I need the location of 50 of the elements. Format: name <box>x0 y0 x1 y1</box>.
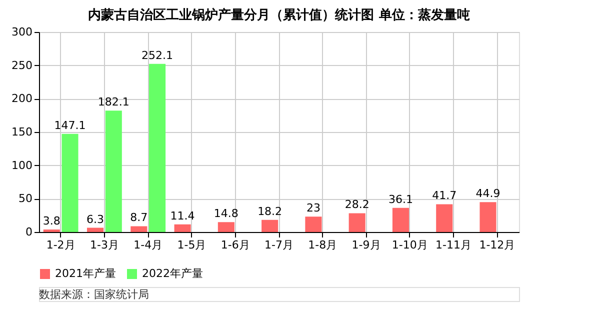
data-label: 11.4 <box>170 209 195 222</box>
y-tick-label: 100 <box>12 158 32 172</box>
bar <box>218 222 234 232</box>
legend-label: 2022年产量 <box>142 267 203 280</box>
data-label: 28.2 <box>344 198 370 212</box>
data-label: 147.1 <box>54 118 86 132</box>
bar <box>149 64 166 232</box>
x-tick-label: 1-5月 <box>177 238 206 252</box>
x-tick-label: 1-9月 <box>352 238 381 252</box>
x-tick-label: 1-12月 <box>479 238 516 252</box>
data-label: 41.7 <box>432 189 457 202</box>
x-tick-label: 1-6月 <box>220 238 250 252</box>
data-label: 182.1 <box>98 96 130 109</box>
data-label: 18.2 <box>258 204 282 218</box>
x-tick-label: 1-8月 <box>308 238 338 252</box>
bar <box>305 216 322 232</box>
data-label: 44.9 <box>476 187 500 200</box>
bar <box>87 228 104 232</box>
data-label: 23 <box>306 202 320 215</box>
bar <box>262 220 278 232</box>
y-tick-label: 200 <box>12 92 32 106</box>
bar <box>62 134 78 232</box>
y-tick-label: 250 <box>12 58 32 72</box>
data-label: 3.8 <box>42 214 60 228</box>
x-tick-label: 1-3月 <box>90 238 119 252</box>
bar <box>480 202 496 232</box>
bar <box>392 208 409 232</box>
legend-label: 2021年产量 <box>55 267 116 280</box>
y-tick-label: 300 <box>12 26 32 38</box>
bar <box>348 213 366 232</box>
bar <box>105 110 122 232</box>
x-tick-label: 1-4月 <box>134 238 163 252</box>
chart-title: 内蒙古自治区工业锅炉产量分月（累计值）统计图 单位：蒸发量吨 <box>88 7 470 23</box>
data-label: 36.1 <box>388 192 413 206</box>
x-tick-label: 1-7月 <box>264 238 294 252</box>
x-tick-label: 1-10月 <box>392 238 428 252</box>
data-label: 6.3 <box>86 212 104 226</box>
data-label: 252.1 <box>142 48 174 62</box>
bar <box>43 229 60 232</box>
data-label: 8.7 <box>130 211 148 224</box>
x-tick-label: 1-2月 <box>46 238 76 252</box>
source-note: 数据来源：国家统计局 <box>39 288 149 301</box>
bar <box>174 224 191 232</box>
bar <box>436 204 453 232</box>
y-tick-label: 0 <box>26 226 32 238</box>
x-tick-label: 1-11月 <box>436 238 472 252</box>
bar <box>130 226 148 232</box>
data-label: 14.8 <box>214 207 238 220</box>
y-tick-label: 150 <box>12 126 32 138</box>
y-tick-label: 50 <box>18 192 32 206</box>
